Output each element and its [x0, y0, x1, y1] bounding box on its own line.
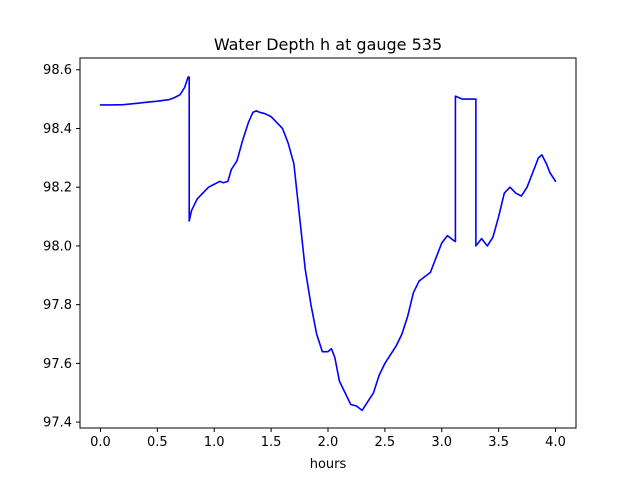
y-tick-label: 97.6	[43, 357, 72, 372]
y-tick-label: 97.8	[43, 298, 72, 313]
x-tick-label: 4.0	[545, 435, 566, 450]
x-tick-label: 1.0	[204, 435, 225, 450]
y-tick-label: 98.4	[43, 122, 72, 137]
x-tick-label: 0.0	[90, 435, 111, 450]
x-tick-label: 0.5	[147, 435, 168, 450]
x-tick-label: 2.5	[375, 435, 396, 450]
series-layer	[99, 76, 557, 412]
y-tick-label: 98.6	[43, 63, 72, 78]
x-tick-label: 2.0	[318, 435, 339, 450]
x-axis-label: hours	[310, 457, 347, 472]
y-axis-ticks: 97.4 97.6 97.8 98.0 98.2 98.4 98.6	[43, 63, 80, 431]
x-axis-ticks: 0.0 0.5 1.0 1.5 2.0 2.5 3.0 3.5 4.0	[90, 428, 566, 450]
y-tick-label: 98.0	[43, 239, 72, 254]
x-tick-label: 3.5	[488, 435, 509, 450]
plot-area	[80, 58, 576, 428]
x-tick-label: 3.0	[431, 435, 452, 450]
y-tick-label: 97.4	[43, 416, 72, 431]
x-tick-label: 1.5	[261, 435, 282, 450]
chart-title: Water Depth h at gauge 535	[214, 35, 442, 54]
series-line-water-depth	[99, 76, 557, 412]
y-tick-label: 98.2	[43, 181, 72, 196]
